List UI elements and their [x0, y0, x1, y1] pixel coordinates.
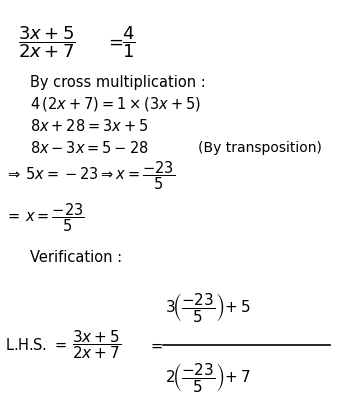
Text: $=$: $=$: [148, 337, 164, 352]
Text: $=\,x=\dfrac{-23}{5}$: $=\,x=\dfrac{-23}{5}$: [5, 202, 85, 234]
Text: $\dfrac{4}{1}$: $\dfrac{4}{1}$: [122, 24, 136, 60]
Text: $\dfrac{3x+5}{2x+7}$: $\dfrac{3x+5}{2x+7}$: [72, 328, 121, 361]
Text: $8x+28=3x+5$: $8x+28=3x+5$: [30, 118, 148, 134]
Text: $3\!\left(\dfrac{-23}{5}\right)\!+5$: $3\!\left(\dfrac{-23}{5}\right)\!+5$: [165, 291, 251, 324]
Text: $2\!\left(\dfrac{-23}{5}\right)\!+7$: $2\!\left(\dfrac{-23}{5}\right)\!+7$: [165, 361, 251, 394]
Text: $\Rightarrow\,5x=-23\Rightarrow x=\dfrac{-23}{5}$: $\Rightarrow\,5x=-23\Rightarrow x=\dfrac…: [5, 160, 175, 192]
Text: By cross multiplication :: By cross multiplication :: [30, 74, 206, 90]
Text: Verification :: Verification :: [30, 250, 122, 265]
Text: $8x-3x=5-28$: $8x-3x=5-28$: [30, 140, 149, 156]
Text: (By transposition): (By transposition): [198, 141, 322, 155]
Text: $=$: $=$: [105, 33, 124, 51]
Text: $4\,(2x+7)=1\times(3x+5)$: $4\,(2x+7)=1\times(3x+5)$: [30, 95, 201, 113]
Text: L.H.S. $=$: L.H.S. $=$: [5, 337, 67, 353]
Text: $\dfrac{3x+5}{2x+7}$: $\dfrac{3x+5}{2x+7}$: [18, 24, 76, 60]
